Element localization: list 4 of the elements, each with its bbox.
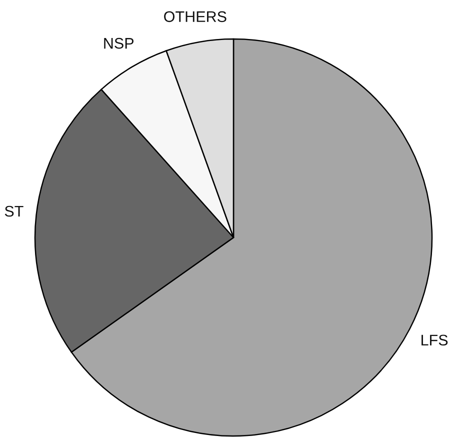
slice-label: OTHERS [164, 11, 226, 22]
slice-label: NSP [104, 38, 134, 49]
slice-label: ST [4, 206, 24, 217]
slice-label: LFS [422, 334, 448, 346]
